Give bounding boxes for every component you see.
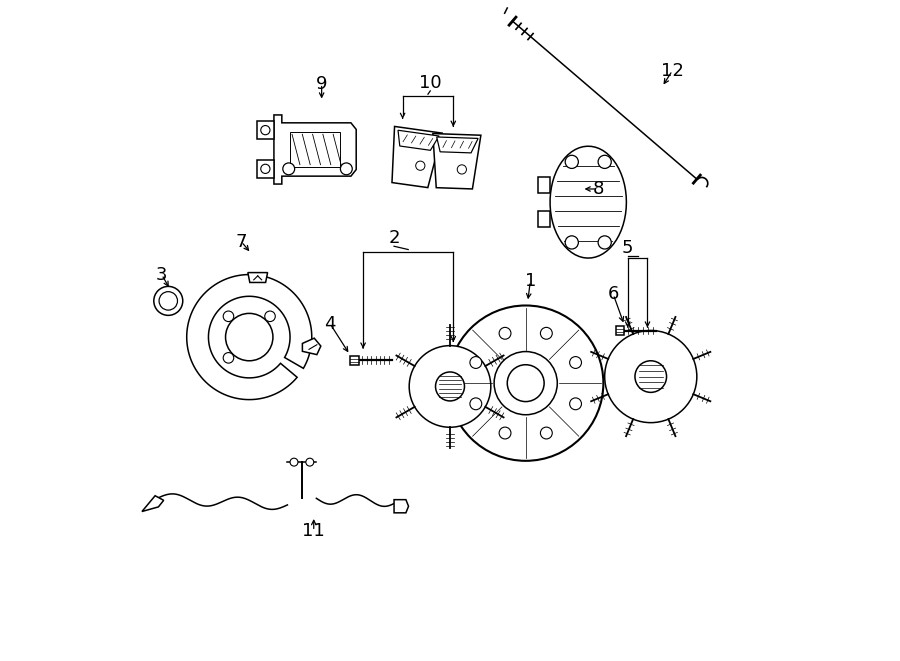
Circle shape [261, 126, 270, 135]
Circle shape [154, 286, 183, 315]
Circle shape [448, 305, 603, 461]
Circle shape [500, 327, 511, 339]
Text: 11: 11 [302, 522, 325, 540]
Circle shape [570, 356, 581, 368]
Polygon shape [392, 126, 442, 188]
Text: 8: 8 [592, 180, 604, 198]
Polygon shape [398, 130, 439, 150]
Polygon shape [538, 177, 550, 193]
Polygon shape [291, 132, 339, 167]
Text: 3: 3 [156, 266, 167, 284]
Text: 7: 7 [236, 233, 248, 251]
Bar [257, 121, 274, 139]
Polygon shape [436, 137, 478, 153]
Circle shape [223, 352, 234, 363]
Polygon shape [550, 146, 626, 258]
Circle shape [470, 356, 482, 368]
Circle shape [340, 163, 352, 175]
Text: 5: 5 [622, 239, 634, 257]
Circle shape [306, 458, 314, 466]
Polygon shape [394, 500, 409, 513]
Text: 9: 9 [316, 75, 328, 93]
Circle shape [540, 427, 553, 439]
Bar [257, 159, 274, 178]
Circle shape [635, 361, 667, 393]
Polygon shape [248, 272, 267, 282]
Text: 2: 2 [388, 229, 400, 247]
Circle shape [470, 398, 482, 410]
Bar [616, 326, 625, 335]
Polygon shape [186, 274, 311, 400]
Circle shape [570, 398, 581, 410]
Circle shape [265, 311, 275, 321]
Polygon shape [433, 134, 481, 189]
Polygon shape [302, 338, 320, 354]
Circle shape [159, 292, 177, 310]
Circle shape [457, 165, 466, 174]
Text: 1: 1 [525, 272, 536, 290]
Circle shape [416, 161, 425, 171]
Circle shape [261, 164, 270, 173]
Polygon shape [274, 115, 356, 184]
Circle shape [500, 427, 511, 439]
Text: 4: 4 [325, 315, 336, 333]
Circle shape [540, 327, 553, 339]
Text: 10: 10 [418, 74, 442, 92]
Bar [350, 356, 359, 365]
Text: 6: 6 [608, 286, 619, 303]
Circle shape [283, 163, 294, 175]
Circle shape [226, 313, 273, 361]
Circle shape [605, 330, 697, 422]
Polygon shape [538, 211, 550, 227]
Circle shape [508, 365, 544, 402]
Polygon shape [142, 496, 164, 512]
Text: 12: 12 [661, 61, 684, 79]
Circle shape [290, 458, 298, 466]
Circle shape [565, 236, 579, 249]
Circle shape [494, 352, 557, 414]
Circle shape [410, 346, 490, 427]
Circle shape [598, 155, 611, 169]
Circle shape [223, 311, 234, 321]
Circle shape [598, 236, 611, 249]
Circle shape [436, 372, 464, 401]
Circle shape [565, 155, 579, 169]
